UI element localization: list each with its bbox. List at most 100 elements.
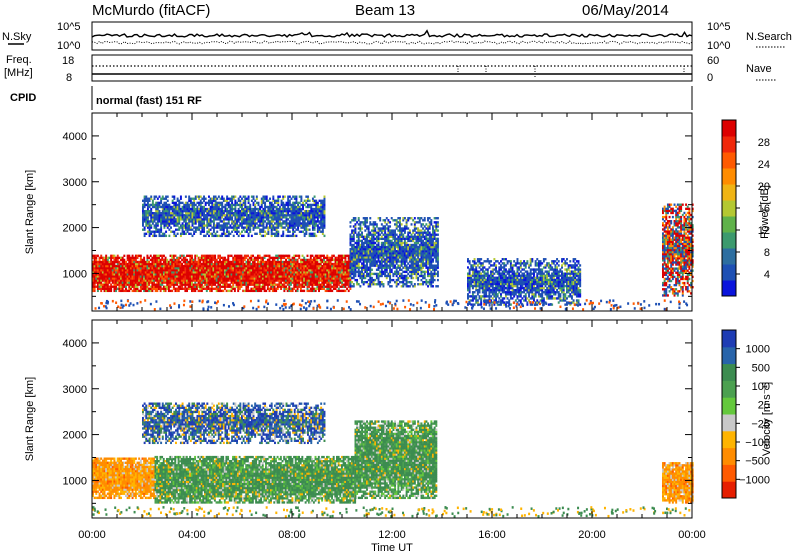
echo-cell [378, 244, 380, 246]
echo-cell [383, 283, 385, 285]
echo-cell [307, 255, 309, 257]
echo-cell [333, 255, 335, 257]
echo-cell [366, 264, 368, 266]
echo-cell [188, 196, 190, 198]
echo-cell [429, 225, 431, 227]
echo-cell [248, 200, 250, 202]
noise-search-series [92, 41, 692, 44]
echo-cell [373, 240, 375, 242]
echo-cell [363, 262, 365, 264]
noise-left-bottom-tick: 10^0 [57, 40, 81, 52]
echo-cell [205, 235, 207, 237]
echo-cell [149, 235, 151, 237]
echo-cell [429, 217, 431, 219]
echo-cell [369, 275, 371, 277]
echo-cell [358, 242, 360, 244]
echo-cell [437, 260, 439, 262]
echo-cell [348, 290, 350, 292]
echo-cell [203, 231, 205, 233]
echo-cell [427, 229, 429, 231]
echo-cell [203, 200, 205, 202]
echo-cell [259, 284, 261, 286]
echo-cell [201, 284, 203, 286]
echo-cell [193, 200, 195, 202]
echo-cell [335, 288, 337, 290]
echo-cell [234, 196, 236, 198]
echo-cell [394, 248, 396, 250]
echo-cell [227, 257, 229, 259]
echo-cell [378, 236, 380, 238]
echo-cell [353, 244, 355, 246]
echo-cell [363, 244, 365, 246]
echo-cell [366, 271, 368, 273]
echo-cell [417, 277, 419, 279]
echo-cell [107, 259, 109, 261]
echo-cell [214, 284, 216, 286]
echo-cell [409, 231, 411, 233]
echo-cell [386, 271, 388, 273]
echo-cell [416, 275, 418, 277]
echo-cell [274, 259, 276, 261]
echo-cell [303, 290, 305, 292]
echo-cell [358, 231, 360, 233]
echo-cell [248, 235, 250, 237]
echo-cell [254, 224, 256, 226]
echo-cell [150, 255, 152, 257]
echo-cell [122, 257, 124, 259]
echo-cell [182, 222, 184, 224]
echo-cell [148, 261, 150, 263]
echo-cell [307, 288, 309, 290]
echo-cell [420, 273, 422, 275]
echo-cell [155, 226, 157, 228]
echo-cell [358, 264, 360, 266]
echo-cell [228, 220, 230, 222]
echo-cell [253, 202, 255, 204]
echo-cell [297, 261, 299, 263]
echo-cell [173, 196, 175, 198]
echo-cell [344, 259, 346, 261]
echo-cell [186, 259, 188, 261]
echo-cell [430, 219, 432, 221]
echo-cell [350, 225, 352, 227]
echo-cell [406, 221, 408, 223]
echo-cell [226, 208, 228, 210]
echo-cell [232, 284, 234, 286]
echo-cell [368, 236, 370, 238]
echo-cell [176, 284, 178, 286]
echo-cell [226, 224, 228, 226]
echo-cell [178, 206, 180, 208]
echo-cell [359, 260, 361, 262]
echo-cell [118, 261, 120, 263]
echo-cell [208, 196, 210, 198]
echo-cell [275, 290, 277, 292]
echo-cell [215, 196, 217, 198]
echo-cell [311, 255, 313, 257]
echo-cell [280, 281, 282, 283]
echo-cell [95, 257, 97, 259]
echo-cell [397, 271, 399, 273]
echo-cell [389, 221, 391, 223]
echo-cell [243, 235, 245, 237]
echo-cell [422, 283, 424, 285]
echo-cell [384, 219, 386, 221]
freq-right-top-tick: 60 [707, 55, 719, 67]
echo-cell [434, 279, 436, 281]
echo-cell [437, 273, 439, 275]
echo-cell [366, 262, 368, 264]
echo-cell [354, 269, 356, 271]
echo-cell [406, 264, 408, 266]
noise-sky-label: N.Sky [2, 31, 32, 43]
echo-cell [181, 286, 183, 288]
echo-cell [264, 288, 266, 290]
echo-cell [277, 288, 279, 290]
echo-cell [128, 255, 130, 257]
echo-cell [391, 240, 393, 242]
echo-cell [389, 275, 391, 277]
echo-cell [168, 235, 170, 237]
echo-cell [178, 220, 180, 222]
echo-cell [191, 281, 193, 283]
echo-cell [404, 217, 406, 219]
echo-cell [430, 283, 432, 285]
freq-panel-frame [92, 55, 692, 81]
echo-cell [173, 286, 175, 288]
